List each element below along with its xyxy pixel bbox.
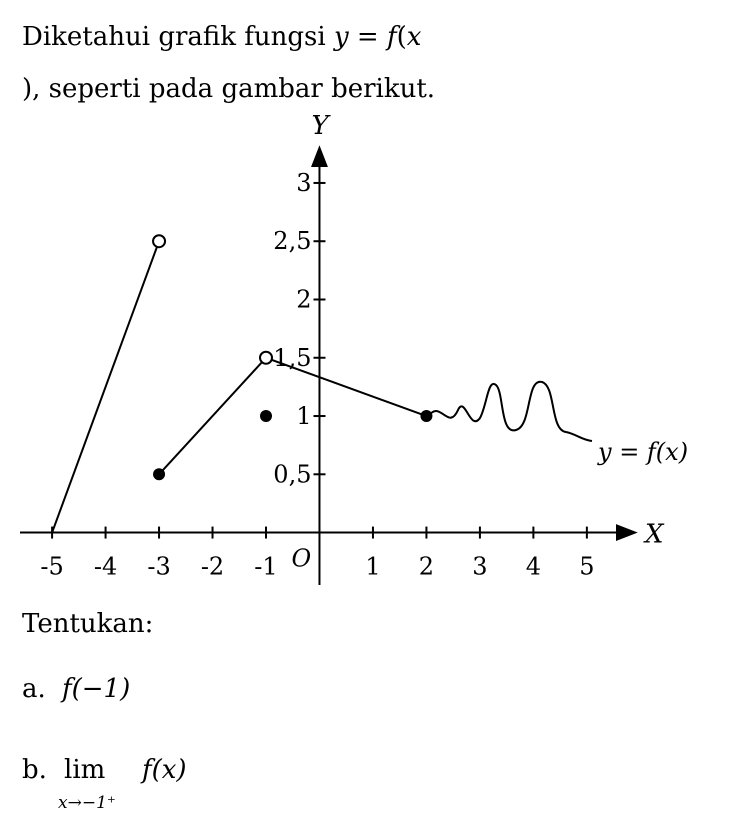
origin-label: O (291, 545, 311, 573)
x-axis-label: X (643, 520, 665, 550)
intro-text: = (349, 22, 387, 52)
closed-point (420, 410, 433, 423)
segment (158, 356, 427, 475)
intro: Diketahui grafik fungsi y = f(x), sepert… (22, 22, 435, 104)
limit-sub: x→−1⁺ (58, 793, 116, 813)
task: Tentukan: (22, 609, 153, 639)
question-label: b. (22, 755, 47, 785)
intro-text: Diketahui grafik fungsi (22, 22, 334, 52)
y-tick-label: 2,5 (273, 227, 311, 255)
open-point (152, 234, 167, 249)
segment (51, 240, 160, 533)
y-tick-label: 3 (296, 169, 311, 197)
x-tick-label: 2 (419, 553, 434, 581)
x-tick-label: -4 (94, 553, 117, 581)
x-tick-label: 1 (365, 553, 380, 581)
x-tick-label: -2 (201, 553, 224, 581)
x-tick-label: 5 (579, 553, 594, 581)
intro-text: ( (397, 22, 407, 52)
limit: lim (64, 755, 105, 785)
question-label: a. (22, 674, 46, 704)
graph: XYO-5 -4 -3 -2 -1 1 2 3 4 50,511,522,53y = f(x) (20, 111, 688, 585)
x-tick-label: -1 (254, 553, 277, 581)
curve-label: y = f(x) (597, 438, 688, 466)
intro-var: x (407, 22, 422, 52)
closed-point (153, 468, 166, 481)
open-point (259, 350, 273, 365)
wavy-curve (427, 380, 593, 442)
question-expr: f(−1) (60, 674, 130, 704)
x-tick-label: -5 (40, 553, 63, 581)
y-arrow (311, 145, 328, 167)
closed-point (260, 410, 272, 423)
y-axis-label: Y (311, 111, 331, 141)
intro-var: y (333, 22, 349, 52)
intro-text: ), seperti pada gambar berikut. (22, 74, 435, 104)
question-expr: f(x) (140, 755, 187, 785)
y-tick-label: 0,5 (273, 460, 311, 488)
x-arrow (616, 524, 638, 542)
y-tick-label: 1 (296, 402, 311, 430)
x-tick-label: 4 (526, 553, 541, 581)
x-tick-label: 3 (472, 553, 487, 581)
y-tick-label: 2 (296, 285, 311, 313)
x-tick-label: -3 (147, 553, 170, 581)
